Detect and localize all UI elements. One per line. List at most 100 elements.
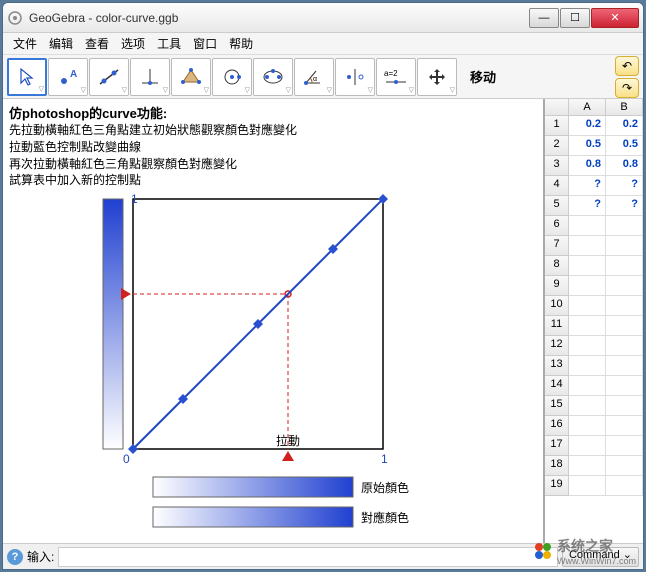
curve-chart[interactable]: 011拉動原始顏色對應顏色 [133, 199, 413, 479]
help-icon[interactable]: ? [7, 549, 23, 565]
menu-window[interactable]: 窗口 [187, 33, 223, 54]
table-row[interactable]: 18 [545, 456, 643, 476]
table-row[interactable]: 19 [545, 476, 643, 496]
row-header[interactable]: 4 [545, 176, 569, 196]
cell[interactable] [606, 276, 643, 296]
cell[interactable] [569, 216, 606, 236]
row-header[interactable]: 9 [545, 276, 569, 296]
cell[interactable]: 0.2 [569, 116, 606, 136]
table-row[interactable]: 10.20.2 [545, 116, 643, 136]
cell[interactable]: ? [569, 176, 606, 196]
cell[interactable] [606, 216, 643, 236]
menu-tools[interactable]: 工具 [151, 33, 187, 54]
table-row[interactable]: 5?? [545, 196, 643, 216]
graphics-view[interactable]: 仿photoshop的curve功能: 先拉動橫軸紅色三角點建立初始狀態觀察顏色… [3, 99, 543, 543]
tool-move-view[interactable]: ▽ [417, 58, 457, 96]
cell[interactable]: 0.2 [606, 116, 643, 136]
cell[interactable] [606, 396, 643, 416]
tool-reflect[interactable]: ▽ [335, 58, 375, 96]
tool-angle[interactable]: α▽ [294, 58, 334, 96]
table-row[interactable]: 17 [545, 436, 643, 456]
tool-ellipse[interactable]: ▽ [253, 58, 293, 96]
row-header[interactable]: 14 [545, 376, 569, 396]
titlebar[interactable]: GeoGebra - color-curve.ggb — ☐ ✕ [3, 3, 643, 33]
cell[interactable] [606, 436, 643, 456]
cell[interactable] [569, 476, 606, 496]
table-row[interactable]: 8 [545, 256, 643, 276]
cell[interactable] [569, 416, 606, 436]
row-header[interactable]: 8 [545, 256, 569, 276]
tool-point[interactable]: A▽ [48, 58, 88, 96]
cell[interactable] [569, 376, 606, 396]
undo-button[interactable]: ↶ [615, 56, 639, 76]
cell[interactable] [606, 336, 643, 356]
tool-line[interactable]: ▽ [89, 58, 129, 96]
menu-edit[interactable]: 编辑 [43, 33, 79, 54]
row-header[interactable]: 6 [545, 216, 569, 236]
tool-polygon[interactable]: ▽ [171, 58, 211, 96]
cell[interactable]: ? [606, 176, 643, 196]
cell[interactable]: 0.5 [569, 136, 606, 156]
table-row[interactable]: 16 [545, 416, 643, 436]
cell[interactable] [606, 416, 643, 436]
table-row[interactable]: 7 [545, 236, 643, 256]
cell[interactable] [606, 316, 643, 336]
cell[interactable] [606, 456, 643, 476]
table-row[interactable]: 12 [545, 336, 643, 356]
row-header[interactable]: 10 [545, 296, 569, 316]
close-button[interactable]: ✕ [591, 8, 639, 28]
table-row[interactable]: 9 [545, 276, 643, 296]
cell[interactable] [606, 236, 643, 256]
tool-perpendicular[interactable]: ▽ [130, 58, 170, 96]
cell[interactable] [606, 356, 643, 376]
cell[interactable] [569, 436, 606, 456]
table-row[interactable]: 14 [545, 376, 643, 396]
cell[interactable]: 0.8 [606, 156, 643, 176]
table-row[interactable]: 4?? [545, 176, 643, 196]
cell[interactable] [606, 256, 643, 276]
tool-slider[interactable]: a=2▽ [376, 58, 416, 96]
row-header[interactable]: 16 [545, 416, 569, 436]
cell[interactable] [569, 296, 606, 316]
cell[interactable] [569, 236, 606, 256]
maximize-button[interactable]: ☐ [560, 8, 590, 28]
cell[interactable]: 0.5 [606, 136, 643, 156]
cell[interactable] [569, 316, 606, 336]
tool-circle[interactable]: ▽ [212, 58, 252, 96]
table-row[interactable]: 20.50.5 [545, 136, 643, 156]
spreadsheet-view[interactable]: A B 10.20.220.50.530.80.84??5??678910111… [543, 99, 643, 543]
row-header[interactable]: 11 [545, 316, 569, 336]
table-row[interactable]: 15 [545, 396, 643, 416]
tool-move[interactable]: ▽ [7, 58, 47, 96]
table-row[interactable]: 11 [545, 316, 643, 336]
table-row[interactable]: 10 [545, 296, 643, 316]
row-header[interactable]: 7 [545, 236, 569, 256]
cell[interactable]: ? [569, 196, 606, 216]
table-row[interactable]: 13 [545, 356, 643, 376]
col-header-b[interactable]: B [606, 99, 643, 115]
spreadsheet-corner[interactable] [545, 99, 569, 115]
row-header[interactable]: 13 [545, 356, 569, 376]
row-header[interactable]: 3 [545, 156, 569, 176]
cell[interactable] [569, 336, 606, 356]
cell[interactable] [569, 276, 606, 296]
row-header[interactable]: 1 [545, 116, 569, 136]
minimize-button[interactable]: — [529, 8, 559, 28]
menu-help[interactable]: 帮助 [223, 33, 259, 54]
menu-options[interactable]: 选项 [115, 33, 151, 54]
cell[interactable] [569, 396, 606, 416]
row-header[interactable]: 19 [545, 476, 569, 496]
command-input[interactable] [58, 547, 558, 567]
menu-file[interactable]: 文件 [7, 33, 43, 54]
cell[interactable] [569, 456, 606, 476]
cell[interactable] [606, 296, 643, 316]
row-header[interactable]: 5 [545, 196, 569, 216]
redo-button[interactable]: ↷ [615, 78, 639, 98]
table-row[interactable]: 30.80.8 [545, 156, 643, 176]
cell[interactable] [606, 376, 643, 396]
cell[interactable] [606, 476, 643, 496]
row-header[interactable]: 17 [545, 436, 569, 456]
row-header[interactable]: 18 [545, 456, 569, 476]
cell[interactable] [569, 256, 606, 276]
row-header[interactable]: 2 [545, 136, 569, 156]
